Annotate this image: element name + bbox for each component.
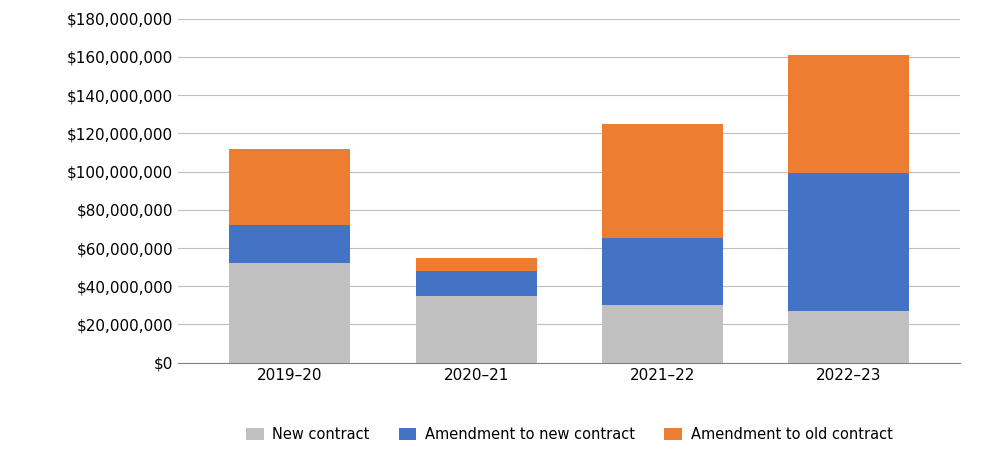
Bar	[602, 124, 723, 239]
Bar	[788, 311, 909, 363]
Bar	[416, 271, 537, 296]
Bar	[230, 149, 350, 225]
Legend: New contract, Amendment to new contract, Amendment to old contract: New contract, Amendment to new contract,…	[241, 422, 898, 448]
Bar	[230, 263, 350, 363]
Bar	[602, 306, 723, 363]
Bar	[788, 55, 909, 173]
Bar	[602, 239, 723, 306]
Bar	[416, 258, 537, 271]
Bar	[788, 173, 909, 311]
Bar	[416, 296, 537, 363]
Bar	[230, 225, 350, 263]
